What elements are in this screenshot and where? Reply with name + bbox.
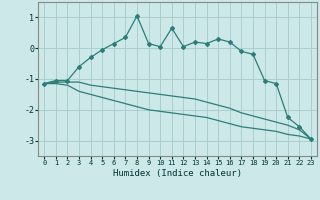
X-axis label: Humidex (Indice chaleur): Humidex (Indice chaleur)	[113, 169, 242, 178]
